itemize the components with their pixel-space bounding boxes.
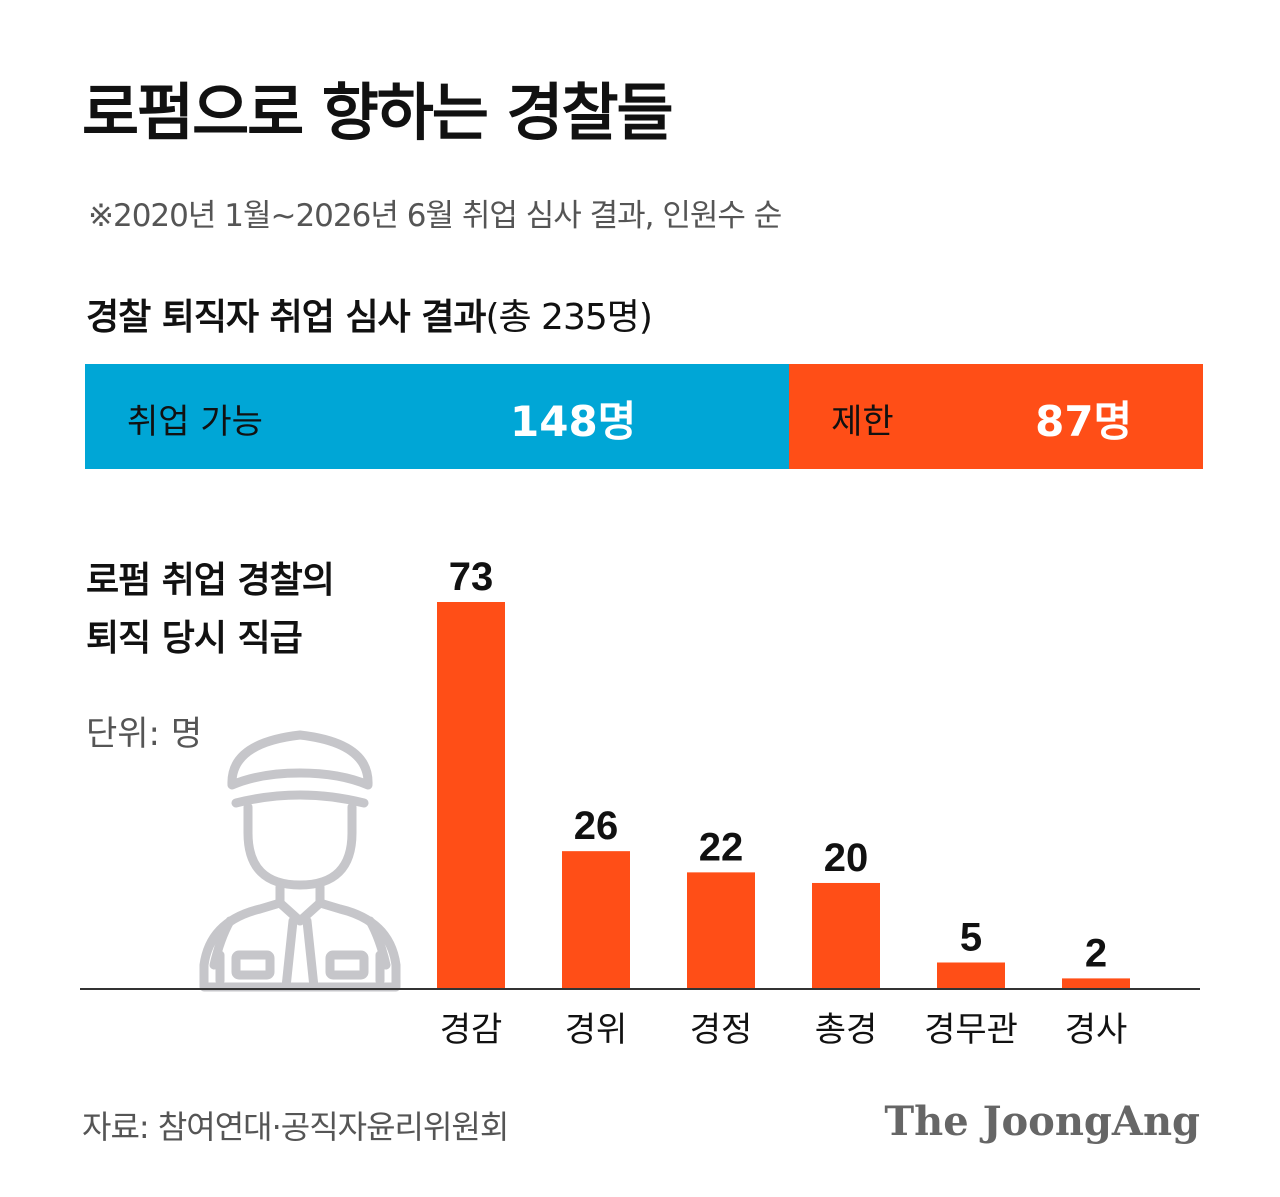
- rank-bar-chart: 73 경감 26 경위 22 경정 20 총경 5 경무관 2 경사: [80, 555, 1200, 1050]
- segment-employable-value: 148명: [510, 397, 637, 446]
- page-title: 로펌으로 향하는 경찰들: [82, 76, 674, 149]
- bar-6: [1062, 978, 1130, 989]
- segment-restricted-label: 제한: [831, 402, 894, 442]
- bar-value-label: 73: [449, 555, 494, 599]
- category-label: 총경: [815, 1010, 878, 1050]
- segment-restricted-value: 87명: [1035, 397, 1133, 446]
- rank-heading: 로펌 취업 경찰의 퇴직 당시 직급: [86, 552, 335, 668]
- bar-2: [562, 851, 630, 989]
- category-label: 경감: [440, 1010, 503, 1050]
- bar-4: [812, 882, 880, 989]
- category-label: 경사: [1065, 1010, 1128, 1050]
- rank-heading-line1: 로펌 취업 경찰의: [86, 560, 335, 601]
- police-officer-icon: [199, 730, 401, 992]
- bar-value-label: 2: [1085, 931, 1107, 975]
- review-heading: 경찰 퇴직자 취업 심사 결과(총 235명): [86, 288, 653, 340]
- category-label: 경정: [690, 1010, 753, 1050]
- bar-1: [437, 602, 505, 989]
- segment-employable: 취업 가능 148명: [85, 364, 790, 469]
- bar-5: [937, 962, 1005, 989]
- bar-value-label: 22: [699, 825, 744, 869]
- category-label: 경위: [565, 1010, 628, 1050]
- segment-employable-label: 취업 가능: [127, 402, 263, 442]
- bar-3: [687, 872, 755, 989]
- segment-restricted: 제한 87명: [789, 364, 1203, 469]
- rank-heading-line2: 퇴직 당시 직급: [86, 618, 303, 659]
- review-heading-total: (총 235명): [485, 297, 652, 338]
- review-heading-bold: 경찰 퇴직자 취업 심사 결과: [86, 297, 486, 338]
- bar-value-label: 5: [960, 915, 982, 959]
- subtitle-note: ※2020년 1월~2026년 6월 취업 심사 결과, 인원수 순: [88, 198, 782, 234]
- bar-value-label: 20: [824, 836, 869, 880]
- publisher-logo: The JoongAng: [884, 1098, 1200, 1145]
- bar-value-label: 26: [574, 804, 619, 848]
- source-credit: 자료: 참여연대·공직자윤리위원회: [82, 1108, 509, 1146]
- category-label: 경무관: [924, 1010, 1018, 1050]
- unit-label: 단위: 명: [86, 714, 203, 754]
- review-stacked-bar: 취업 가능 148명 제한 87명: [85, 364, 1203, 469]
